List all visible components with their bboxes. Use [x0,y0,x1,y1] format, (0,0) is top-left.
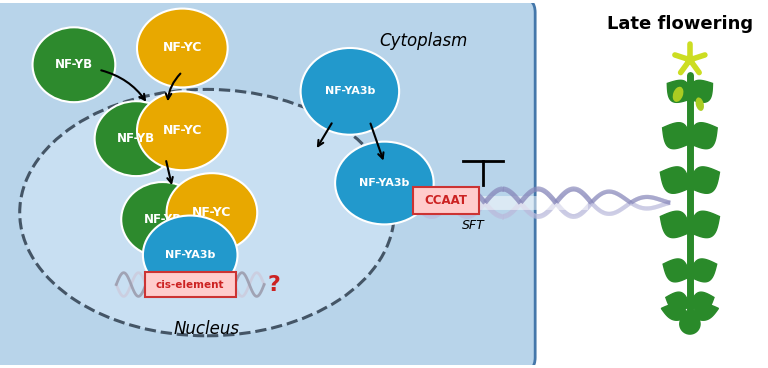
Ellipse shape [673,87,684,102]
FancyBboxPatch shape [413,187,479,213]
Ellipse shape [137,8,227,88]
Ellipse shape [685,55,695,65]
Text: NF-YA3b: NF-YA3b [359,178,409,188]
Text: NF-YB: NF-YB [55,58,93,71]
Text: Late flowering: Late flowering [607,15,753,33]
Text: NF-YB: NF-YB [144,213,182,226]
Ellipse shape [335,142,434,224]
Polygon shape [663,259,690,282]
Text: NF-YC: NF-YC [192,206,232,219]
Polygon shape [690,292,714,311]
Polygon shape [690,80,713,102]
Polygon shape [660,211,690,238]
FancyBboxPatch shape [145,272,236,297]
Text: NF-YC: NF-YC [163,42,202,54]
Text: Nucleus: Nucleus [174,320,240,338]
Text: SFT: SFT [462,219,485,233]
Ellipse shape [679,313,700,335]
Polygon shape [690,123,717,149]
Ellipse shape [32,27,115,102]
Polygon shape [663,123,690,149]
Text: NF-YC: NF-YC [163,124,202,137]
Ellipse shape [94,101,177,176]
Text: CCAAT: CCAAT [424,194,467,207]
Polygon shape [661,304,690,320]
Text: NF-YA3b: NF-YA3b [325,86,375,96]
Ellipse shape [167,173,257,252]
FancyBboxPatch shape [0,0,535,368]
Ellipse shape [143,216,237,294]
Text: ?: ? [267,275,280,294]
Polygon shape [690,167,720,193]
Polygon shape [690,211,720,238]
Polygon shape [666,292,690,311]
Text: NF-YB: NF-YB [117,132,155,145]
Ellipse shape [121,182,204,257]
Polygon shape [690,259,717,282]
Ellipse shape [20,89,394,336]
Polygon shape [660,167,690,193]
Ellipse shape [137,91,227,170]
Polygon shape [667,80,690,102]
Text: Cytoplasm: Cytoplasm [379,32,468,50]
Text: NF-YA3b: NF-YA3b [165,250,215,260]
Ellipse shape [696,98,704,111]
Polygon shape [690,304,718,320]
Ellipse shape [300,48,399,135]
Text: cis-element: cis-element [156,280,224,290]
